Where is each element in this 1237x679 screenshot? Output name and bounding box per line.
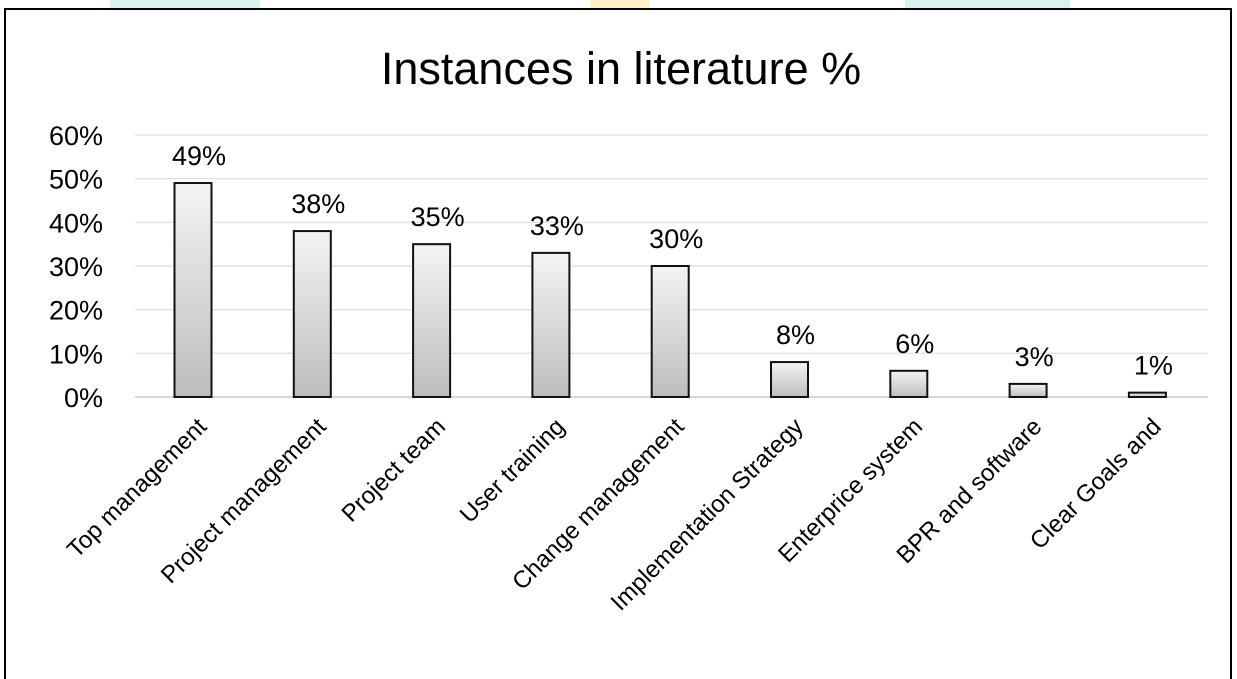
value-label: 35% bbox=[411, 202, 465, 232]
bar-7 bbox=[889, 369, 929, 398]
category-label: User training bbox=[455, 413, 570, 528]
y-tick-label: 20% bbox=[49, 296, 103, 326]
chart-title: Instances in literature % bbox=[381, 43, 861, 94]
value-label: 49% bbox=[172, 141, 226, 171]
top-strip-teal-right bbox=[905, 0, 1070, 8]
bar-6 bbox=[770, 361, 809, 399]
bar-1 bbox=[173, 182, 213, 398]
top-strip-teal-left bbox=[110, 0, 260, 8]
value-label: 1% bbox=[1134, 351, 1173, 381]
y-axis: 0% 10% 20% 30% 40% 50% 60% bbox=[49, 121, 103, 413]
bar-5 bbox=[650, 265, 690, 398]
bar-9 bbox=[1127, 391, 1167, 398]
y-tick-label: 0% bbox=[64, 383, 103, 413]
category-label: Clear Goals and bbox=[1025, 413, 1167, 555]
value-labels: 49% 38% 35% 33% 30% 8% 6% 3% 1% bbox=[172, 141, 1173, 381]
y-tick-label: 60% bbox=[49, 121, 103, 151]
bar-3 bbox=[412, 243, 452, 398]
value-label: 30% bbox=[649, 224, 703, 254]
category-label: Project team bbox=[336, 413, 450, 527]
bar-4 bbox=[531, 251, 571, 398]
bar-8 bbox=[1008, 382, 1048, 398]
y-tick-label: 30% bbox=[49, 252, 103, 282]
value-label: 38% bbox=[291, 189, 345, 219]
value-label: 33% bbox=[530, 211, 584, 241]
value-label: 3% bbox=[1015, 342, 1054, 372]
category-label: Implementation Strategy bbox=[606, 413, 809, 616]
bars bbox=[173, 182, 1167, 399]
y-tick-label: 50% bbox=[49, 165, 103, 195]
y-tick-label: 40% bbox=[49, 208, 103, 238]
y-tick-label: 10% bbox=[49, 339, 103, 369]
value-label: 6% bbox=[895, 329, 934, 359]
value-label: 8% bbox=[776, 320, 815, 350]
top-strip-yellow bbox=[590, 0, 650, 8]
bar-2 bbox=[292, 230, 332, 398]
